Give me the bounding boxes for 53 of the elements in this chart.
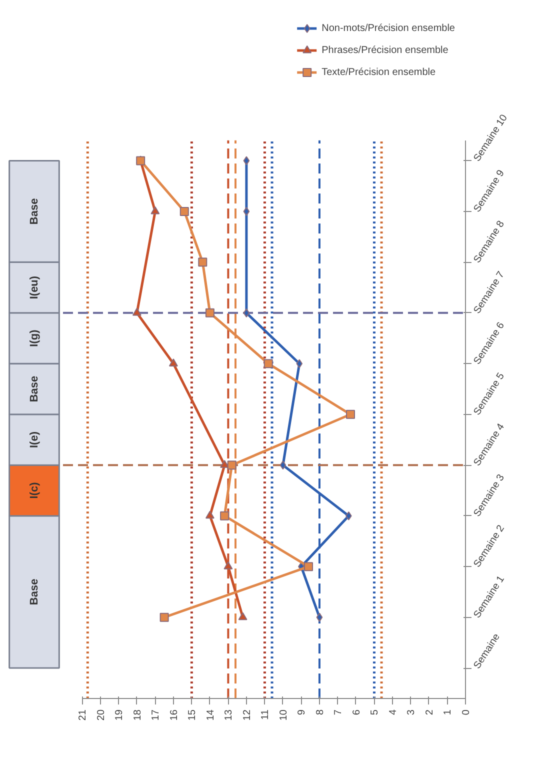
x-tick-label: 12 [242,709,253,721]
point [264,359,273,368]
x-tick-label: 11 [260,709,272,720]
point [224,561,233,570]
legend-label: Texte/Précision ensemble [322,66,436,78]
point [160,612,169,622]
point [316,612,323,622]
point [304,562,314,572]
point [150,206,160,214]
point [168,358,178,366]
x-tick-label: 8 [314,709,326,716]
point [238,612,248,620]
x-tick-label: 21 [78,709,89,721]
point [243,308,250,318]
point [243,206,250,216]
x-tick-label: 13 [224,709,235,721]
point [198,258,208,267]
x-tick-label: 2 [424,709,436,716]
x-tick-label: 5 [370,709,381,716]
text: I(g) [28,329,40,347]
text: I(c) [28,482,40,499]
text: Base [28,198,40,225]
x-tick-label: 19 [114,709,126,721]
x-tick-label: 6 [351,709,362,716]
point [205,510,214,519]
x-tick-label: 10 [278,709,290,721]
point [205,308,214,318]
x-tick-label: 0 [461,709,472,716]
point [220,511,230,520]
legend-label: Non-mots/Précision ensemble [322,22,455,34]
x-tick-label: 9 [296,709,308,716]
text: I(eu) [28,276,40,300]
x-tick-label: 7 [333,709,344,716]
x-tick-label: 17 [150,709,162,721]
text: I(e) [28,431,40,448]
point [180,206,189,216]
x-tick-label: 4 [388,709,399,716]
x-tick-label: 14 [205,709,216,721]
point [280,460,286,470]
x-tick-label: 15 [187,709,198,721]
point [227,460,236,470]
text: Base [28,578,40,606]
x-tick-label: 16 [168,709,180,721]
text: Base [28,376,40,402]
point [132,308,142,316]
x-tick-label: 18 [132,709,144,721]
point [296,359,303,368]
legend-label: Phrases/Précision ensemble [322,44,448,56]
point [346,410,355,419]
point [243,156,250,166]
x-tick-label: 3 [406,709,418,716]
x-tick-label: 20 [96,709,107,721]
x-tick-label: 1 [442,709,454,716]
